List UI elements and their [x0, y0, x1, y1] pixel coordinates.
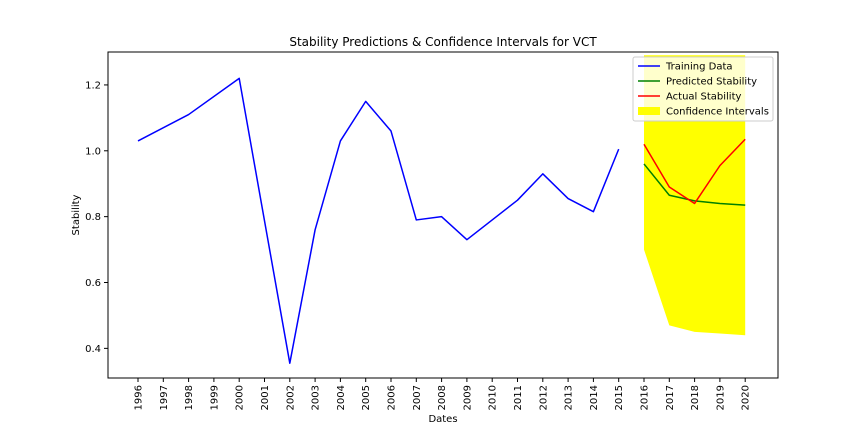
y-tick-label: 0.4 — [85, 344, 101, 355]
x-tick-label: 2000 — [235, 385, 246, 410]
x-tick-label: 1996 — [134, 385, 145, 410]
x-tick-label: 2013 — [564, 385, 575, 410]
y-tick-label: 0.8 — [85, 212, 101, 223]
y-axis-ticks: 0.4 0.6 0.8 1.0 1.2 — [85, 80, 108, 355]
legend-label: Predicted Stability — [666, 77, 757, 88]
y-tick-label: 1.0 — [85, 146, 101, 157]
y-axis-label: Stability — [71, 194, 82, 235]
x-tick-label: 2002 — [285, 385, 296, 410]
x-axis-ticks: 1996 1997 1998 1999 2000 2001 2002 2003 2004 2005… — [134, 378, 752, 410]
chart-title: Stability Predictions & Confidence Inter… — [289, 35, 597, 49]
x-axis-label: Dates — [428, 414, 457, 425]
confidence-interval-band — [644, 55, 746, 336]
y-tick-label: 1.2 — [85, 80, 101, 91]
plot-area-frame — [107, 51, 779, 379]
series-line-training-data — [137, 77, 620, 364]
x-tick-label: 2015 — [614, 385, 625, 410]
legend: Training Data Predicted Stability Actual S… — [632, 56, 774, 122]
x-tick-label: 2006 — [387, 385, 398, 410]
series-line-predicted-stability — [643, 163, 746, 206]
x-tick-label: 2017 — [665, 385, 676, 410]
x-tick-label: 2007 — [412, 385, 423, 410]
legend-box — [632, 56, 774, 122]
x-tick-label: 1998 — [184, 385, 195, 410]
legend-label: Confidence Intervals — [666, 107, 769, 118]
series-line-actual-stability — [643, 138, 746, 205]
x-tick-label: 2014 — [589, 385, 600, 410]
x-tick-label: 2009 — [462, 385, 473, 410]
x-tick-label: 2004 — [336, 385, 347, 410]
legend-swatch — [638, 107, 660, 115]
x-tick-label: 2001 — [260, 385, 271, 410]
x-tick-label: 2003 — [311, 385, 322, 410]
x-tick-label: 2008 — [437, 385, 448, 410]
x-tick-label: 2010 — [488, 385, 499, 410]
x-tick-label: 2016 — [640, 385, 651, 410]
legend-label: Training Data — [665, 62, 733, 73]
x-tick-label: 1999 — [209, 385, 220, 410]
x-tick-label: 2005 — [361, 385, 372, 410]
x-tick-label: 2019 — [715, 385, 726, 410]
x-tick-label: 2012 — [538, 385, 549, 410]
x-tick-label: 1997 — [159, 385, 170, 410]
legend-label: Actual Stability — [666, 92, 742, 103]
confidence-band-layer — [644, 55, 746, 336]
x-tick-label: 2011 — [513, 385, 524, 410]
x-tick-label: 2018 — [690, 385, 701, 410]
x-tick-label: 2020 — [741, 385, 752, 410]
y-tick-label: 0.6 — [85, 278, 101, 289]
series-lines-layer — [137, 77, 746, 364]
